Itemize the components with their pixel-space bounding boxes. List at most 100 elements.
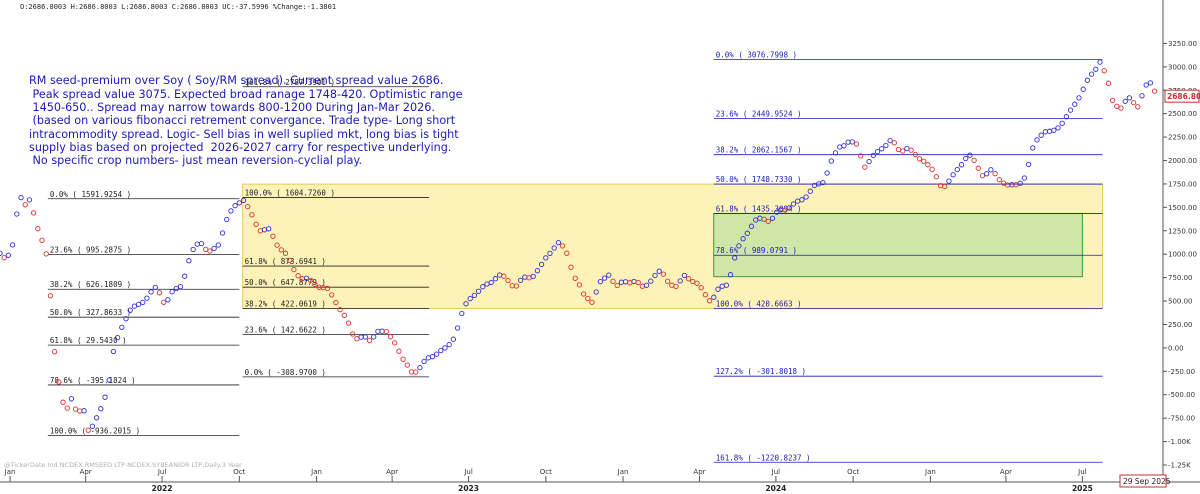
price-point [0,250,3,256]
y-tick-label: 2000.00 [1168,157,1197,165]
price-point [177,283,184,290]
price-point [547,250,553,257]
last-date-label: 29 Sep 2025 [1123,477,1171,486]
price-point [879,146,885,152]
price-point [765,218,771,225]
price-point [996,176,1002,183]
price-point [22,202,28,208]
annotation-line-7: No specific crop numbers- just mean reve… [29,154,362,167]
fib-label: 0.0% ( -308.9700 ) [245,368,326,377]
price-point [967,152,973,158]
fib-label: 100.0% ( 1604.7260 ) [245,189,335,198]
price-point [933,174,939,180]
price-point [492,276,499,282]
fib-label: 127.2% ( -301.8018 ) [716,367,806,376]
x-axis: Jan Apr Jul Oct Jan Apr Jul Oct Jan Apr Jul Oct Jan A… [0,468,1200,493]
price-point [824,170,830,176]
price-point [429,353,436,360]
price-point [1051,127,1057,133]
price-point [156,290,163,296]
price-point [433,351,440,357]
price-point [1059,120,1065,126]
price-point [387,334,394,340]
y-tick-label: 750.00 [1168,274,1193,282]
x-tick-label: Apr [386,468,398,476]
price-point [228,208,234,214]
price-point [291,266,297,273]
price-point [702,292,709,298]
price-point [568,264,574,270]
fib-label: 23.6% ( 995.2875 ) [50,246,131,255]
price-point [442,345,448,351]
price-point [450,336,457,342]
annotation-line-1: RM seed-premium over Soy ( Soy/RM spread… [29,74,443,87]
price-point [505,277,511,284]
price-point [467,295,473,302]
price-point [501,273,507,279]
price-point [169,289,175,295]
fib-label: 50.0% ( 1748.7330 ) [716,175,802,184]
price-point [1122,98,1128,104]
last-value-box [1164,89,1200,103]
price-point [278,247,284,253]
ohlc-readout: O:2686.8003 H:2686.8003 L:2686.8003 C:26… [20,3,336,11]
price-point [446,341,452,348]
price-point [891,140,897,146]
price-point [392,340,398,346]
price-point [1063,114,1070,120]
price-point [769,215,776,221]
price-point [786,205,792,211]
y-tick-label: -750.00 [1168,415,1195,423]
price-point [266,226,272,232]
y-tick-label: 0.00 [1168,344,1184,352]
price-point [555,239,562,246]
price-point [732,255,738,261]
price-point [643,282,650,288]
price-point [303,275,310,281]
y-tick-label: -1.00K [1168,438,1191,446]
price-point [958,162,965,168]
price-point [60,399,66,405]
y-tick-label: 2500.00 [1168,110,1197,118]
price-point [971,157,977,163]
price-point [114,334,121,341]
price-point [198,240,205,247]
price-point [698,285,704,291]
y-tick-label: 3250.00 [1168,40,1197,48]
price-point [576,282,583,288]
price-point [1151,88,1158,94]
annotation-line-5: intracommodity spread. Logic- Sell bias … [29,128,459,141]
price-point [127,307,133,313]
price-point [677,278,683,284]
price-point [1076,95,1082,101]
price-point [350,331,356,337]
price-point [694,280,700,286]
price-points-layer [0,59,1158,433]
x-tick-label: Oct [233,468,245,476]
price-point [874,148,881,155]
price-point [102,394,108,400]
annotation-line-2: Peak spread value 3075. Expected broad r… [29,88,463,101]
price-point [480,284,486,290]
price-point [774,209,780,215]
price-point [807,188,813,194]
price-point [165,297,171,303]
price-point [1130,99,1137,106]
price-point [245,203,251,210]
price-point [954,166,960,173]
price-point [803,194,809,200]
fib-label: 38.2% ( 422.0619 ) [245,299,326,308]
price-point [862,164,868,170]
price-point [383,328,389,335]
price-point [182,273,188,279]
price-point [740,236,746,242]
price-point [1088,71,1095,77]
price-point [828,158,834,164]
price-point [1038,132,1044,138]
price-point [744,230,750,236]
annotation-text: RM seed-premium over Soy ( Soy/RM spread… [29,74,463,167]
price-point [106,377,112,383]
fib-label: 161.8% ( -1220.8237 ) [716,453,811,462]
price-point [648,278,654,284]
